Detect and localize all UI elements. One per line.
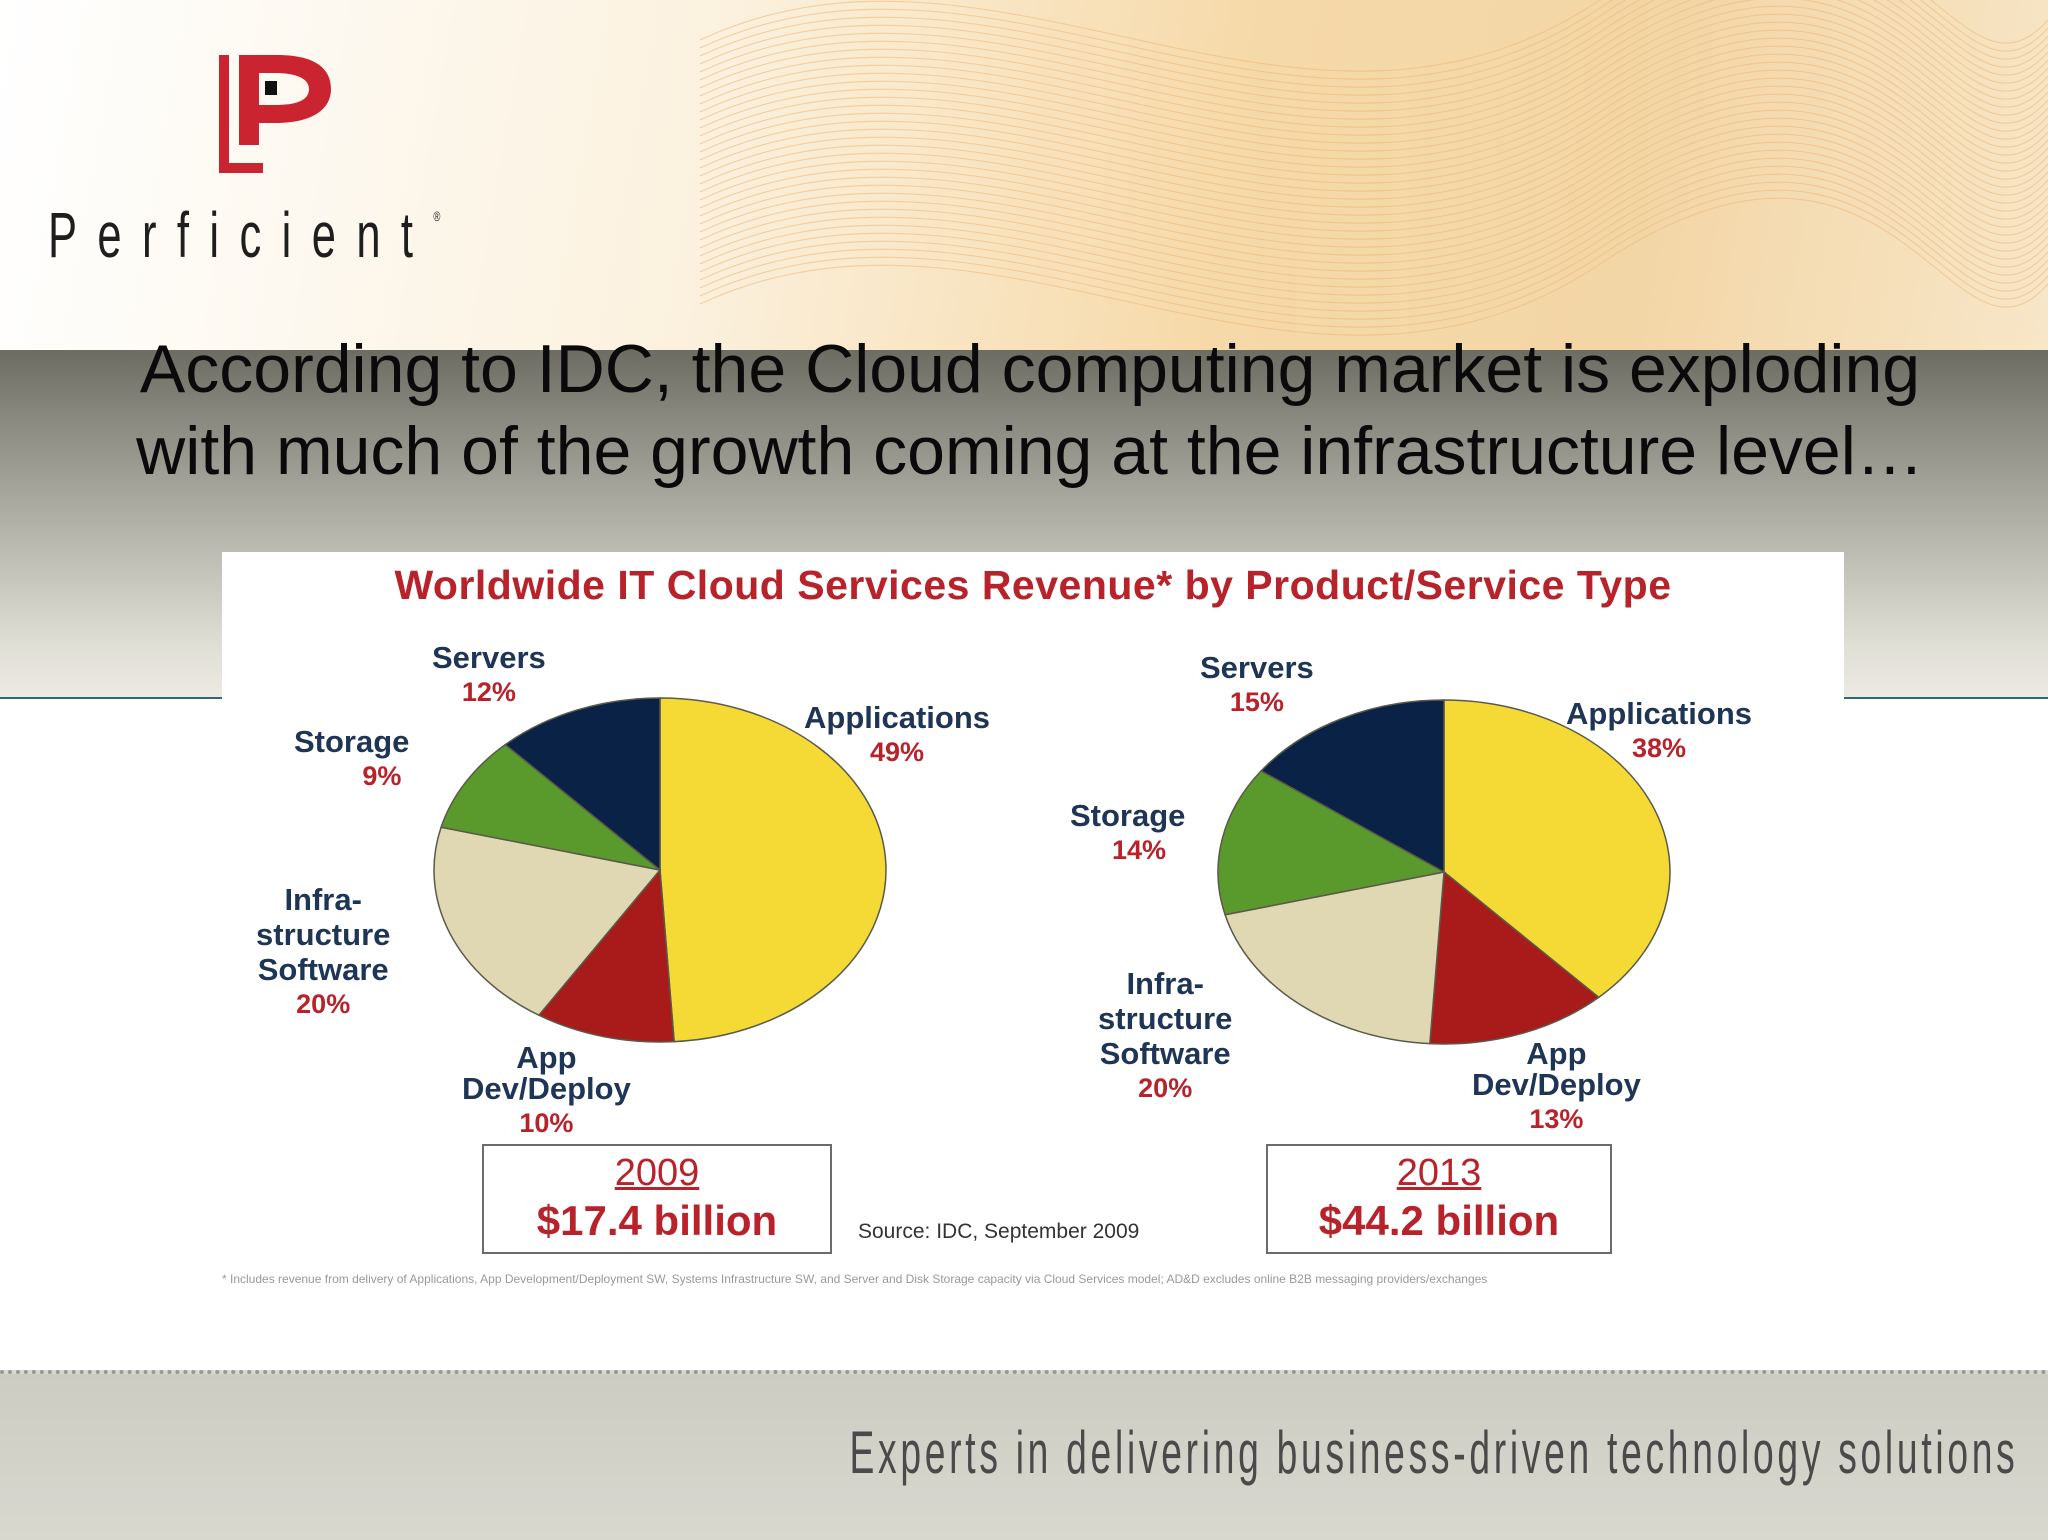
wave-line [699, 165, 2048, 304]
chart-source: Source: IDC, September 2009 [858, 1220, 1140, 1243]
wave-line [699, 125, 2048, 264]
wave-line [699, 189, 2048, 328]
label-2013-servers: Servers 15% [1200, 650, 1314, 717]
pie-2009-slice-infrastructure-software [433, 826, 662, 1017]
headline: According to IDC, the Cloud computing ma… [60, 328, 2000, 492]
wave-line [699, 0, 2048, 112]
wave-line [699, 133, 2048, 272]
wave-line [699, 0, 2048, 80]
chart-title: Worldwide IT Cloud Services Revenue* by … [394, 562, 1672, 608]
footer-band [0, 1370, 2048, 1540]
pie-charts [433, 697, 1671, 1045]
wave-line [699, 0, 2048, 88]
wave-line [699, 0, 2048, 104]
wave-line [699, 53, 2048, 192]
header-background [0, 0, 2048, 350]
wave-line [699, 45, 2048, 184]
total-2009-year: 2009 [614, 1152, 700, 1194]
pie-2013-slice-applications [1443, 699, 1671, 999]
wave-decoration [699, 0, 2048, 336]
wave-line [699, 0, 2048, 136]
wave-line [699, 157, 2048, 296]
pie-2009-slice-servers [504, 697, 661, 872]
headline-line-1: According to IDC, the Cloud computing ma… [139, 331, 1921, 407]
pie-2013-slice-servers [1259, 699, 1445, 874]
pie-2009-slice-applications [659, 697, 887, 1043]
pie-2009-slice-app-dev-deploy [537, 868, 676, 1043]
chart-footnote: * Includes revenue from delivery of Appl… [222, 1272, 1488, 1286]
wave-line [699, 77, 2048, 216]
wave-line [699, 61, 2048, 200]
wave-line [699, 0, 2048, 72]
total-2013-box: 2013 $44.2 billion [1266, 1144, 1612, 1254]
wave-line [699, 37, 2048, 176]
wave-line [699, 0, 2048, 120]
footer-tagline: Experts in delivering business-driven te… [848, 1419, 2018, 1486]
headline-line-2: with much of the growth coming at the in… [136, 413, 1924, 489]
label-2013-applications: Applications 38% [1566, 696, 1753, 763]
wave-line [699, 69, 2048, 208]
total-2009-value: $17.4 billion [536, 1197, 778, 1244]
chart-panel: Worldwide IT Cloud Services Revenue* by … [222, 552, 1844, 1322]
label-2009-app-dev-deploy: App Dev/Deploy 10% [462, 1040, 631, 1138]
wave-line [699, 141, 2048, 280]
pie-2013 [1217, 699, 1671, 1045]
wave-line [699, 13, 2048, 152]
wave-line [699, 85, 2048, 224]
logo-wordmark: Perficient® [48, 199, 441, 271]
wave-line [699, 0, 2048, 96]
pie-2013-slice-infrastructure-software [1224, 871, 1445, 1045]
wave-line [699, 149, 2048, 288]
wave-line [699, 93, 2048, 232]
wave-line [699, 0, 2048, 128]
label-2013-storage: Storage 14% [1070, 798, 1186, 865]
wave-line [699, 29, 2048, 168]
pie-2009-slice-storage [440, 743, 661, 871]
label-2009-applications: Applications 49% [804, 700, 991, 767]
label-2013-app-dev-deploy: App Dev/Deploy 13% [1472, 1036, 1641, 1134]
pie-2013-slice-storage [1217, 769, 1447, 916]
perficient-logo-icon [219, 55, 331, 173]
pie-2013-slice-app-dev-deploy [1428, 870, 1600, 1045]
wave-line [699, 181, 2048, 320]
wave-line [699, 197, 2048, 336]
total-2013-value: $44.2 billion [1318, 1197, 1560, 1244]
wave-line [699, 101, 2048, 240]
label-2009-storage: Storage 9% [294, 724, 410, 791]
wave-line [699, 5, 2048, 144]
wave-line [699, 173, 2048, 312]
total-2013-year: 2013 [1396, 1152, 1482, 1194]
label-2013-infrastructure-software: Infra- structure Software 20% [1098, 966, 1233, 1103]
wave-line [699, 117, 2048, 256]
wave-line [699, 109, 2048, 248]
pie-2009 [433, 697, 887, 1043]
label-2009-servers: Servers 12% [432, 640, 546, 707]
wave-line [699, 21, 2048, 160]
total-2009-box: 2009 $17.4 billion [482, 1144, 832, 1254]
label-2009-infrastructure-software: Infra- structure Software 20% [256, 882, 391, 1019]
